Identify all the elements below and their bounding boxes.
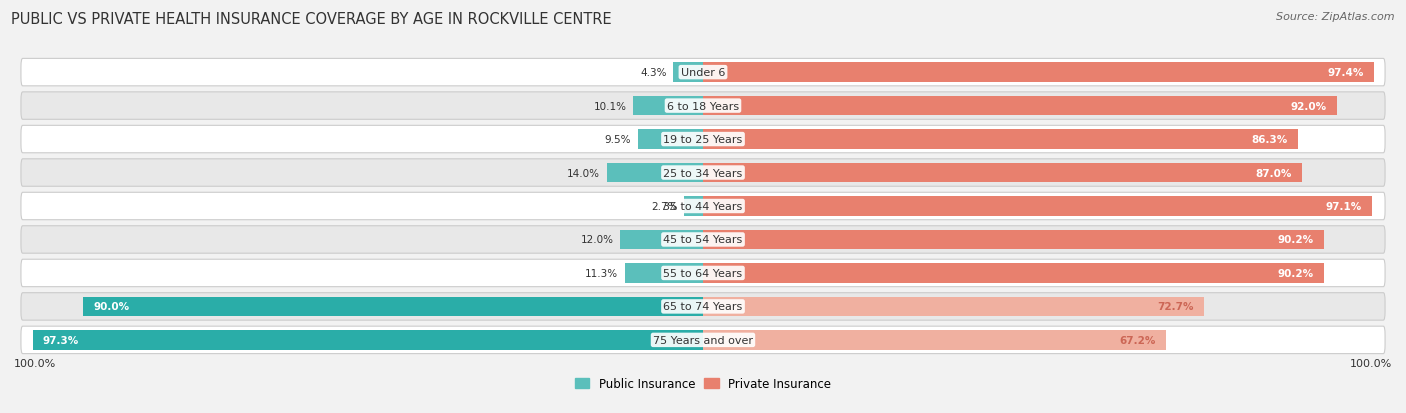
Text: 10.1%: 10.1% xyxy=(593,101,627,112)
Text: 19 to 25 Years: 19 to 25 Years xyxy=(664,135,742,145)
Text: 100.0%: 100.0% xyxy=(14,358,56,368)
Text: 90.0%: 90.0% xyxy=(93,301,129,312)
Text: 6 to 18 Years: 6 to 18 Years xyxy=(666,101,740,112)
Bar xyxy=(673,63,703,83)
FancyBboxPatch shape xyxy=(21,126,1385,153)
Bar xyxy=(83,297,703,316)
Bar xyxy=(32,330,703,350)
Text: 97.3%: 97.3% xyxy=(44,335,79,345)
Bar xyxy=(703,97,1337,116)
FancyBboxPatch shape xyxy=(21,326,1385,354)
Bar xyxy=(637,130,703,150)
Text: 65 to 74 Years: 65 to 74 Years xyxy=(664,301,742,312)
Text: 87.0%: 87.0% xyxy=(1256,168,1292,178)
FancyBboxPatch shape xyxy=(21,159,1385,187)
Bar xyxy=(703,330,1166,350)
Text: 11.3%: 11.3% xyxy=(585,268,619,278)
Bar xyxy=(634,97,703,116)
Text: 90.2%: 90.2% xyxy=(1278,268,1315,278)
Bar xyxy=(703,297,1204,316)
Text: Source: ZipAtlas.com: Source: ZipAtlas.com xyxy=(1277,12,1395,22)
Bar xyxy=(703,263,1324,283)
Text: 100.0%: 100.0% xyxy=(1350,358,1392,368)
Bar xyxy=(606,164,703,183)
Text: 90.2%: 90.2% xyxy=(1278,235,1315,245)
Legend: Public Insurance, Private Insurance: Public Insurance, Private Insurance xyxy=(571,373,835,395)
FancyBboxPatch shape xyxy=(21,93,1385,120)
FancyBboxPatch shape xyxy=(21,193,1385,220)
Bar xyxy=(685,197,703,216)
Text: Under 6: Under 6 xyxy=(681,68,725,78)
Text: 2.7%: 2.7% xyxy=(651,202,678,211)
Bar xyxy=(626,263,703,283)
Text: 45 to 54 Years: 45 to 54 Years xyxy=(664,235,742,245)
FancyBboxPatch shape xyxy=(21,59,1385,87)
Bar xyxy=(620,230,703,249)
Text: 97.4%: 97.4% xyxy=(1327,68,1364,78)
Text: 55 to 64 Years: 55 to 64 Years xyxy=(664,268,742,278)
Text: 72.7%: 72.7% xyxy=(1157,301,1194,312)
Text: 97.1%: 97.1% xyxy=(1326,202,1361,211)
FancyBboxPatch shape xyxy=(21,226,1385,254)
Bar xyxy=(703,164,1302,183)
Bar xyxy=(703,230,1324,249)
Text: 92.0%: 92.0% xyxy=(1291,101,1326,112)
Text: 12.0%: 12.0% xyxy=(581,235,613,245)
Bar xyxy=(703,130,1298,150)
Text: 35 to 44 Years: 35 to 44 Years xyxy=(664,202,742,211)
Text: 25 to 34 Years: 25 to 34 Years xyxy=(664,168,742,178)
FancyBboxPatch shape xyxy=(21,260,1385,287)
Text: 9.5%: 9.5% xyxy=(605,135,631,145)
Text: 75 Years and over: 75 Years and over xyxy=(652,335,754,345)
Text: 4.3%: 4.3% xyxy=(640,68,666,78)
Bar xyxy=(703,63,1374,83)
Text: 14.0%: 14.0% xyxy=(567,168,599,178)
Text: PUBLIC VS PRIVATE HEALTH INSURANCE COVERAGE BY AGE IN ROCKVILLE CENTRE: PUBLIC VS PRIVATE HEALTH INSURANCE COVER… xyxy=(11,12,612,27)
FancyBboxPatch shape xyxy=(21,293,1385,320)
Text: 67.2%: 67.2% xyxy=(1119,335,1156,345)
Text: 86.3%: 86.3% xyxy=(1251,135,1288,145)
Bar xyxy=(703,197,1372,216)
